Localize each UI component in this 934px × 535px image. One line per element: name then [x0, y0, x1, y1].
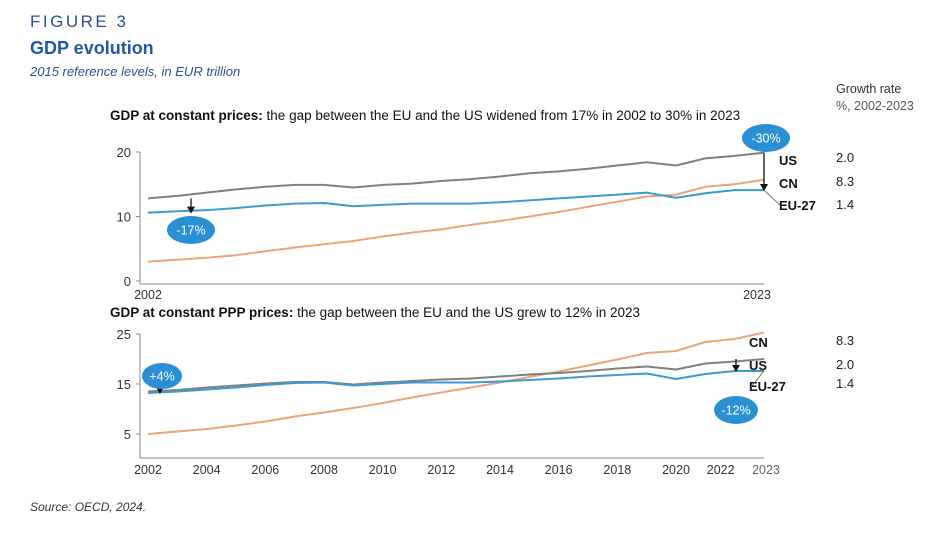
c2-gap-badge-label: -12% — [721, 404, 750, 418]
c2-x-tick-label: 2020 — [662, 463, 690, 477]
c2-x-tick-label: 2006 — [251, 463, 279, 477]
c1-series-cn-line — [147, 178, 765, 263]
c1-growth-us: 2.0 — [836, 150, 854, 165]
c2-x-tick-label: 2008 — [310, 463, 338, 477]
c2-label-eu27: EU-27 — [749, 379, 786, 394]
c1-growth-cn: 8.3 — [836, 174, 854, 189]
c1-y-tick-label: 0 — [124, 274, 131, 289]
c2-label-us: US — [749, 358, 767, 373]
c2-series-us-line — [147, 358, 765, 393]
c2-series-cn-line — [147, 331, 765, 435]
growth-header-subtitle: %, 2002-2023 — [836, 99, 914, 113]
c2-x-tick-label: 2023 — [752, 463, 780, 477]
figure-subtitle: 2015 reference levels, in EUR trillion — [30, 64, 241, 79]
c2-label-cn: CN — [749, 335, 768, 350]
c2-x-tick-label: 2002 — [134, 463, 162, 477]
c2-x-tick-label: 2012 — [427, 463, 455, 477]
c2-x-tick-label: 2022 — [707, 463, 735, 477]
c1-x-tick-label: 2023 — [743, 288, 771, 302]
c2-series-eu27-line — [147, 370, 764, 394]
c1-gap-badge-label: -17% — [176, 224, 205, 238]
c1-label-eu27: EU-27 — [779, 198, 816, 213]
c1-x-tick-label: 2002 — [134, 288, 162, 302]
c1-gap-badge-label: -30% — [751, 132, 780, 146]
source-note: Source: OECD, 2024. — [30, 500, 147, 514]
c1-gap-arrow-head — [760, 184, 768, 192]
c1-gap-badge — [742, 124, 790, 152]
c2-x-tick-label: 2004 — [193, 463, 221, 477]
c1-eu-label-connector — [763, 189, 782, 207]
c1-title-rest: the gap between the EU and the US widene… — [263, 108, 740, 123]
c2-eu-label-connector — [750, 370, 765, 388]
c2-growth-eu27: 1.4 — [836, 376, 854, 391]
c1-title-bold: GDP at constant prices: — [110, 108, 263, 123]
figure-label: FIGURE 3 — [30, 12, 129, 31]
c1-series-us-line — [147, 151, 765, 200]
c2-x-tick-label: 2014 — [486, 463, 514, 477]
c2-x-tick-label: 2010 — [369, 463, 397, 477]
c2-title-rest: the gap between the EU and the US grew t… — [293, 305, 640, 320]
c1-label-cn: CN — [779, 176, 798, 191]
c1-growth-eu27: 1.4 — [836, 197, 854, 212]
c2-gap-badge-label: +4% — [149, 370, 174, 384]
c1-gap-badge — [167, 216, 215, 244]
c1-label-us: US — [779, 153, 797, 168]
c2-gap-badge — [142, 363, 182, 389]
c1-title: GDP at constant prices: the gap between … — [110, 108, 740, 123]
c2-title-bold: GDP at constant PPP prices: — [110, 305, 293, 320]
c2-growth-cn: 8.3 — [836, 333, 854, 348]
c2-x-tick-label: 2018 — [603, 463, 631, 477]
c2-title: GDP at constant PPP prices: the gap betw… — [110, 305, 640, 320]
c2-growth-us: 2.0 — [836, 357, 854, 372]
c2-y-tick-label: 5 — [124, 427, 131, 442]
c2-gap-badge — [714, 396, 758, 424]
figure-title: GDP evolution — [30, 38, 154, 58]
c2-y-tick-label: 25 — [117, 327, 131, 342]
c1-y-tick-label: 10 — [117, 210, 131, 225]
c2-x-tick-label: 2016 — [545, 463, 573, 477]
c1-y-tick-label: 20 — [117, 145, 131, 160]
growth-header-title: Growth rate — [836, 82, 901, 96]
c2-y-tick-label: 15 — [117, 377, 131, 392]
c1-gap-arrow-head — [187, 206, 195, 214]
c2-gap-arrow-head — [732, 365, 740, 372]
c1-series-eu27-line — [147, 189, 764, 214]
